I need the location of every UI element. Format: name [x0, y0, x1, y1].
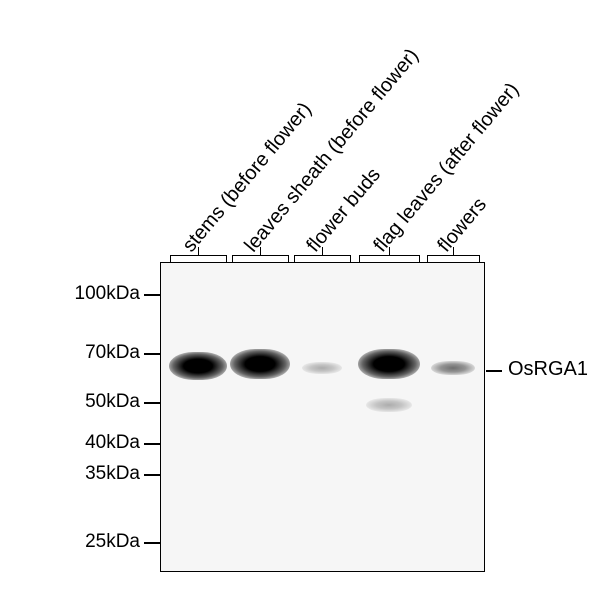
mw-label: 100kDa — [0, 283, 140, 305]
blot-band — [169, 352, 227, 380]
mw-tick — [144, 294, 160, 296]
blot-band — [366, 398, 412, 412]
lane-bracket-tick — [350, 255, 351, 263]
lane-bracket-tick — [288, 255, 289, 263]
lane-bracket-tick — [226, 255, 227, 263]
lane-bracket — [294, 255, 350, 256]
lane-bracket-tick — [294, 255, 295, 263]
protein-label: OsRGA1 — [508, 358, 588, 381]
lane-bracket — [232, 255, 288, 256]
mw-tick — [144, 542, 160, 544]
mw-label: 40kDa — [0, 432, 140, 454]
lane-bracket-tick — [479, 255, 480, 263]
lane-bracket-tick — [419, 255, 420, 263]
mw-label: 70kDa — [0, 342, 140, 364]
lane-bracket — [359, 255, 419, 256]
lane-bracket-tick — [359, 255, 360, 263]
lane-bracket-tick — [232, 255, 233, 263]
blot-band — [302, 362, 342, 374]
blot-band — [431, 361, 475, 375]
mw-tick — [144, 402, 160, 404]
lane-bracket — [170, 255, 226, 256]
blot-band — [358, 349, 420, 379]
lane-bracket — [427, 255, 479, 256]
mw-label: 50kDa — [0, 391, 140, 413]
mw-tick — [144, 353, 160, 355]
lane-label: flowers — [433, 194, 491, 257]
mw-tick — [144, 443, 160, 445]
lane-bracket-tick — [170, 255, 171, 263]
blot-band — [230, 349, 290, 379]
mw-label: 35kDa — [0, 463, 140, 485]
western-blot — [160, 262, 485, 572]
mw-tick — [144, 474, 160, 476]
protein-pointer — [486, 370, 502, 372]
mw-label: 25kDa — [0, 531, 140, 553]
lane-bracket-tick — [427, 255, 428, 263]
